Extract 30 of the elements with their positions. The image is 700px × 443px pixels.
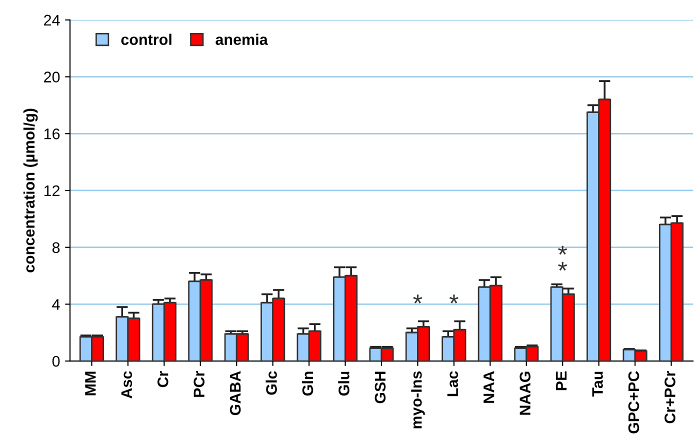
x-tick-label: MM [85, 372, 96, 396]
x-tick-label: Tau [592, 372, 603, 397]
y-tick-label: 0 [52, 356, 60, 367]
x-tick-label: NAAG [520, 372, 530, 415]
y-tick-label: 8 [52, 242, 60, 254]
y-tick-label: 4 [52, 299, 60, 310]
x-tick-label: GPC+PC [628, 371, 640, 434]
x-tick-label: Lac [447, 371, 458, 396]
annotation: * [413, 294, 422, 304]
x-tick-label: Asc [121, 371, 132, 398]
legend-label: anemia [216, 34, 268, 45]
x-tick-label: Glc [266, 371, 277, 395]
x-tick-label: GSH [374, 372, 386, 404]
y-tick-label: 20 [44, 72, 60, 82]
x-tick-label: GABA [230, 371, 241, 416]
y-axis-title: concentration (µmol/g) [23, 108, 38, 272]
x-tick-label: Glu [338, 372, 350, 396]
y-tick-label: 24 [44, 14, 60, 26]
x-tick-label: Cr [157, 371, 168, 388]
annotation: * * [558, 246, 568, 271]
legend-label: control [121, 34, 172, 45]
y-tick-label: 12 [44, 185, 60, 196]
x-tick-label: myo-Ins [411, 371, 425, 428]
x-tick-label: NAA [484, 371, 494, 403]
x-tick-label: Gln [302, 372, 314, 396]
y-tick-label: 16 [44, 128, 60, 140]
x-tick-label: PE [556, 371, 567, 390]
x-tick-label: PCr [194, 371, 204, 397]
annotation: * [449, 294, 458, 304]
x-tick-label: Cr+PCr [664, 371, 676, 424]
